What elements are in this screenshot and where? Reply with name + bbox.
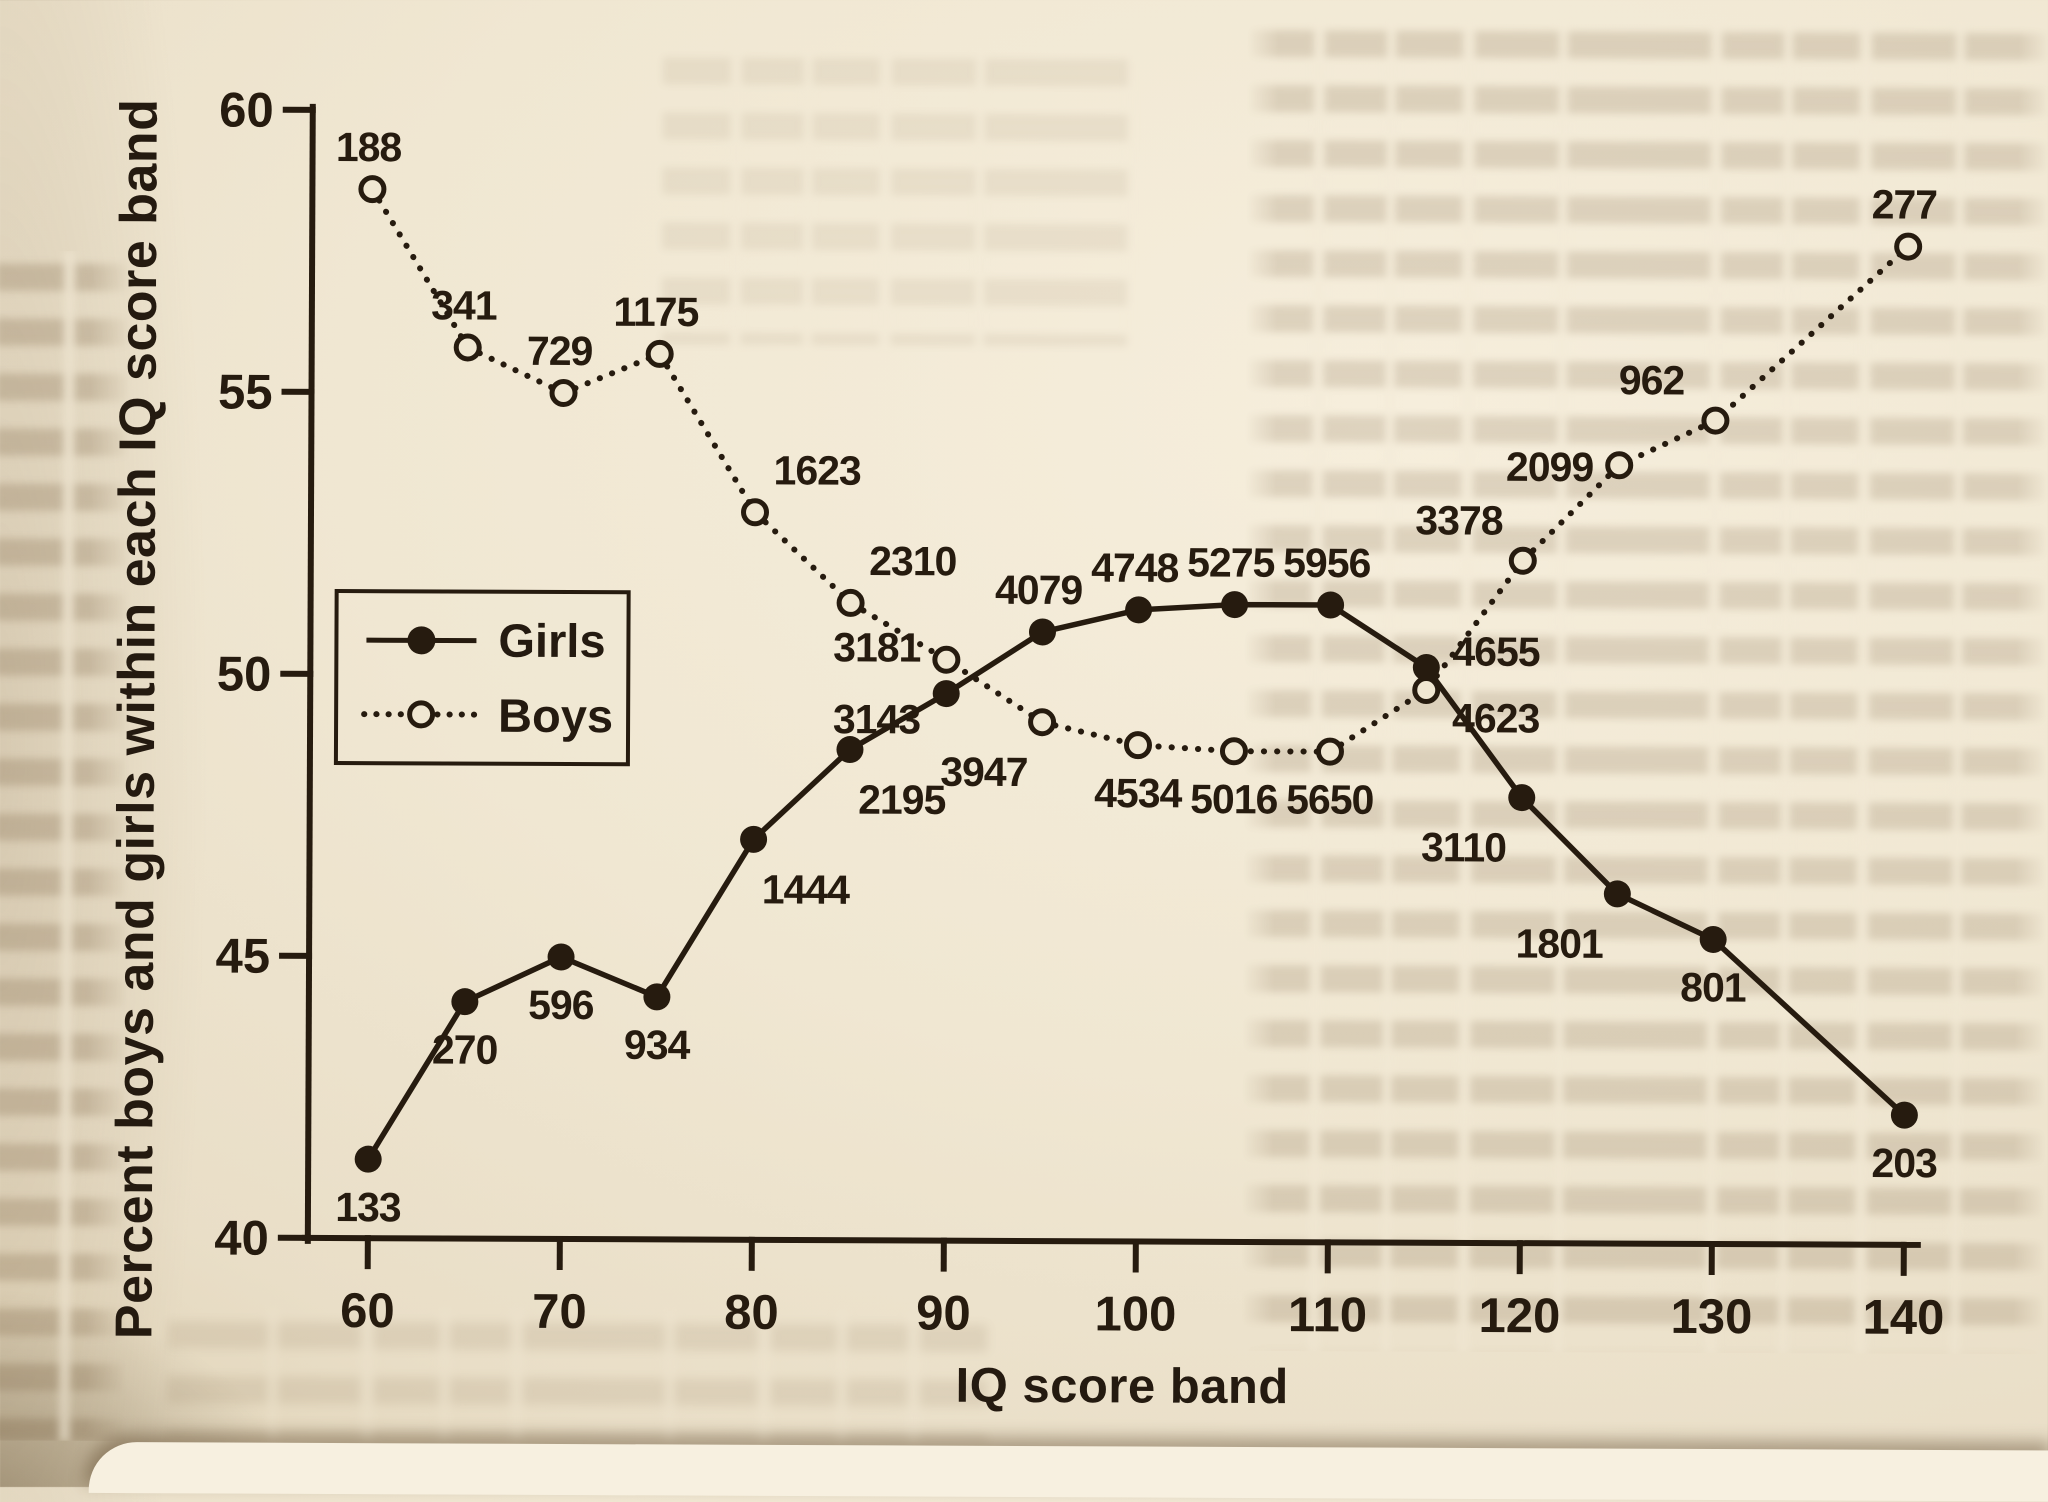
x-tick-label-130: 130: [1671, 1290, 1753, 1344]
girls-point-120: [1508, 784, 1535, 811]
girls-point-115: [1413, 654, 1440, 681]
boys-count-label-105: 5016: [1190, 776, 1278, 822]
x-tick-label-100: 100: [1095, 1287, 1177, 1341]
boys-count-label-65: 341: [431, 282, 497, 328]
x-tick-label-120: 120: [1479, 1289, 1561, 1343]
boys-count-label-70: 729: [527, 328, 593, 374]
boys-count-label-90: 3181: [833, 624, 921, 670]
girls-count-label-120: 3110: [1421, 824, 1506, 870]
boys-count-label-125: 2099: [1506, 444, 1594, 490]
boys-point-110: [1318, 740, 1341, 763]
boys-count-label-85: 2310: [869, 538, 957, 584]
girls-count-label-105: 5275: [1187, 539, 1275, 585]
girls-count-label-65: 270: [432, 1027, 498, 1073]
x-tick-label-90: 90: [916, 1287, 971, 1341]
y-tick-label-55: 55: [218, 365, 273, 419]
girls-point-140: [1891, 1102, 1918, 1129]
boys-point-125: [1608, 454, 1631, 477]
girls-point-95: [1029, 618, 1056, 645]
legend-label-boys: Boys: [498, 687, 613, 743]
girls-point-110: [1317, 591, 1344, 618]
girls-count-label-115: 4655: [1452, 629, 1540, 675]
boys-point-75: [648, 342, 671, 365]
boys-point-95: [1031, 711, 1054, 734]
boys-point-90: [935, 648, 958, 671]
x-tick-label-60: 60: [340, 1284, 395, 1338]
girls-count-label-100: 4748: [1091, 545, 1179, 591]
girls-count-label-95: 4079: [995, 567, 1083, 613]
girls-point-105: [1221, 591, 1248, 618]
girls-count-label-125: 1801: [1515, 920, 1603, 966]
girls-count-label-75: 934: [624, 1022, 691, 1068]
girls-line-marker-icon: [360, 620, 482, 661]
x-tick-label-80: 80: [724, 1286, 779, 1340]
girls-count-label-70: 596: [528, 982, 594, 1028]
boys-count-label-60: 188: [336, 124, 402, 170]
boys-count-label-75: 1175: [613, 289, 698, 335]
girls-count-label-130: 801: [1680, 964, 1746, 1010]
girls-count-label-60: 133: [335, 1184, 401, 1230]
girls-point-100: [1125, 596, 1152, 623]
girls-point-60: [355, 1146, 382, 1173]
boys-count-label-100: 4534: [1094, 770, 1183, 816]
y-tick-label-45: 45: [215, 929, 270, 983]
x-tick-label-140: 140: [1863, 1291, 1945, 1345]
boys-point-105: [1222, 740, 1245, 763]
y-tick-label-50: 50: [217, 647, 272, 701]
girls-count-label-90: 3143: [833, 696, 921, 742]
boys-count-label-95: 3947: [940, 749, 1027, 795]
girls-count-label-110: 5956: [1283, 540, 1371, 586]
girls-count-label-80: 1444: [762, 866, 851, 912]
next-page-edge: [89, 1442, 2048, 1502]
boys-point-65: [456, 336, 479, 359]
girls-point-65: [451, 988, 478, 1015]
boys-count-label-130: 962: [1619, 357, 1685, 403]
boys-point-85: [839, 591, 862, 614]
x-axis-title: IQ score band: [812, 1357, 1432, 1416]
x-axis-line: [305, 1238, 1918, 1245]
boys-point-140: [1897, 235, 1920, 258]
girls-point-70: [548, 943, 575, 970]
boys-point-120: [1511, 549, 1534, 572]
legend: Girls Boys: [334, 589, 631, 766]
boys-point-80: [743, 501, 766, 524]
boys-point-60: [361, 178, 384, 201]
y-tick-label-40: 40: [214, 1211, 269, 1265]
boys-point-130: [1704, 409, 1727, 432]
boys-point-100: [1126, 734, 1149, 757]
legend-label-girls: Girls: [498, 613, 605, 668]
y-tick-label-60: 60: [219, 83, 274, 137]
x-tick-label-110: 110: [1288, 1288, 1367, 1342]
girls-point-80: [740, 826, 767, 853]
boys-count-label-120: 3378: [1415, 497, 1503, 543]
girls-point-130: [1700, 926, 1727, 953]
legend-item-girls: Girls: [360, 612, 626, 668]
girls-point-125: [1604, 880, 1631, 907]
boys-line-marker-icon: [360, 694, 482, 735]
girls-point-90: [933, 680, 960, 707]
boys-point-70: [552, 381, 575, 404]
boys-count-label-110: 5650: [1286, 776, 1374, 822]
girls-count-label-85: 2195: [858, 777, 946, 823]
legend-item-boys: Boys: [360, 687, 626, 743]
girls-count-label-140: 203: [1871, 1140, 1937, 1186]
x-tick-label-70: 70: [532, 1285, 587, 1339]
girls-point-75: [643, 983, 670, 1010]
boys-count-label-80: 1623: [773, 447, 861, 493]
boys-count-label-140: 277: [1872, 181, 1938, 227]
y-axis-title: Percent boys and girls within each IQ sc…: [93, 66, 181, 1372]
